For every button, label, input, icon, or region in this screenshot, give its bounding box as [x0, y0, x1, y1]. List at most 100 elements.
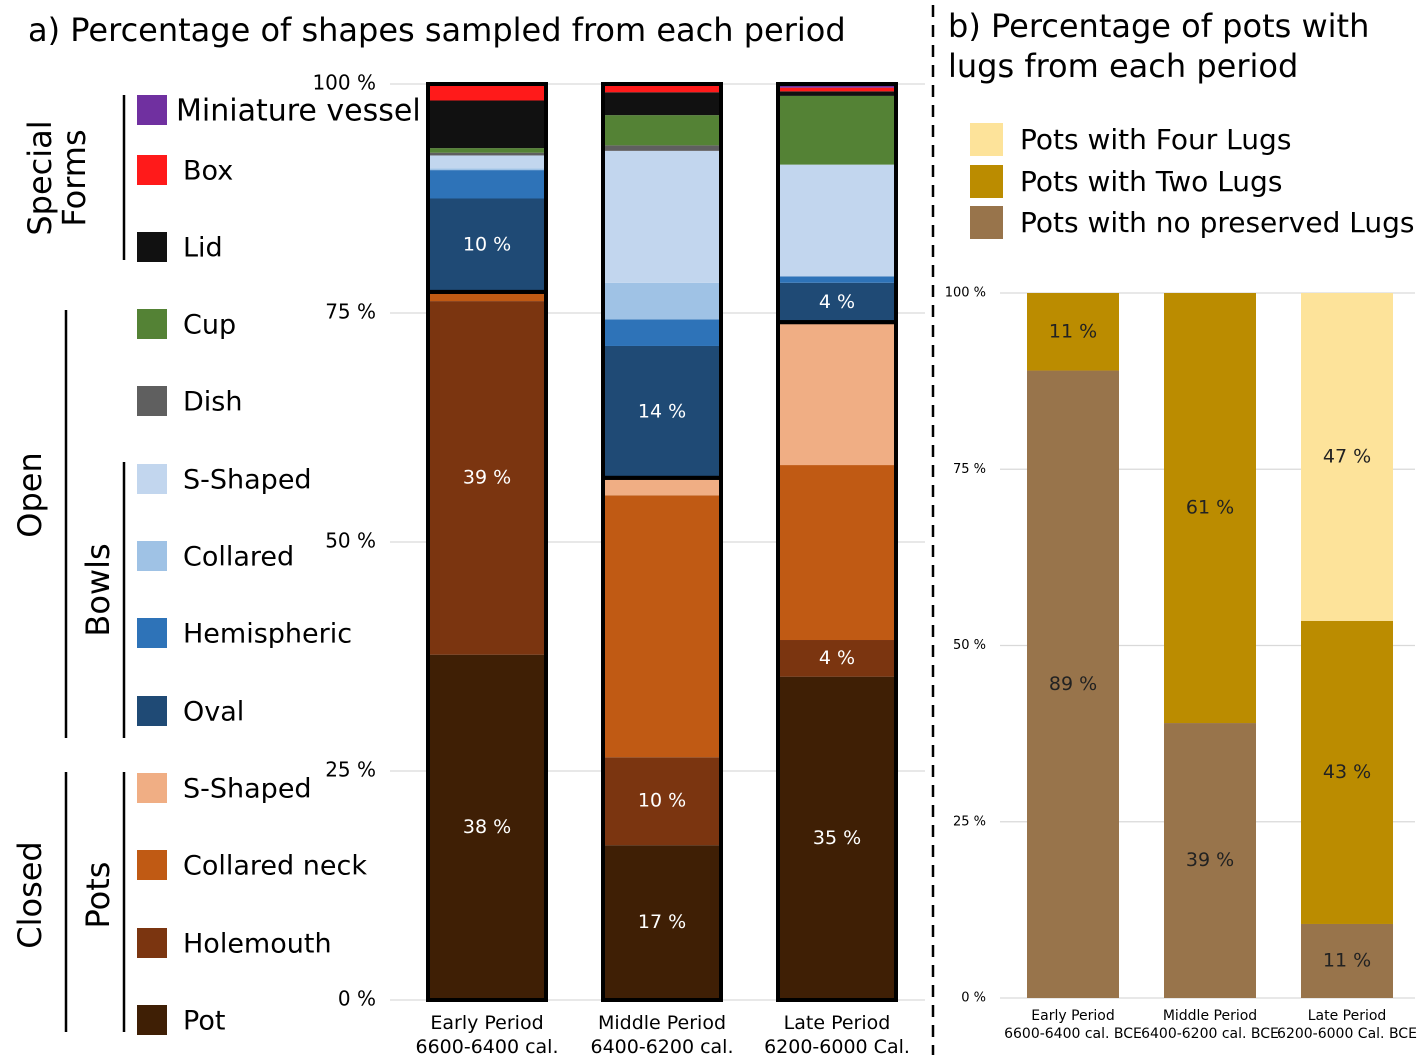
x-tick-label: Middle Period 6400-6200 cal. BCE [590, 1012, 734, 1061]
legend-swatch [970, 165, 1003, 198]
legend-label: Pot [183, 1006, 225, 1037]
legend-label: Miniature vessel [176, 94, 421, 129]
bar-segment [778, 322, 896, 466]
bar-segment [428, 152, 546, 156]
legend-swatch [970, 123, 1003, 156]
data-label: 11 % [1323, 949, 1371, 971]
x-tick-label: Middle Period 6400-6200 cal. BCE [1141, 1008, 1279, 1042]
legend-label: Lid [183, 233, 223, 264]
x-tick-label: Late Period 6200-6000 Cal. BCE [764, 1012, 910, 1061]
group-outline [426, 82, 548, 294]
bar-segment [1301, 923, 1393, 998]
y-tick-label: 50 % [325, 529, 376, 553]
legend-swatch [137, 850, 167, 880]
legend-swatch [137, 155, 167, 185]
bar-segment [778, 95, 896, 165]
y-tick-label: 0 % [961, 991, 986, 1006]
legend-swatch [137, 928, 167, 958]
bar-segment [778, 676, 896, 1000]
legend-swatch [137, 541, 167, 571]
legend-label: S-Shaped [183, 465, 312, 496]
bar-segment [603, 145, 721, 151]
bar-segment [603, 92, 721, 116]
bar-segment [428, 291, 546, 302]
bar-segment [428, 170, 546, 199]
bar-segment [778, 282, 896, 323]
bar-segment [778, 91, 896, 96]
data-label: 43 % [1323, 761, 1371, 783]
legend-swatch [970, 206, 1003, 239]
group-outline [601, 82, 723, 480]
bar-segment [428, 301, 546, 655]
x-tick-label: Early Period 6600-6400 cal. BCE [1004, 1008, 1142, 1042]
legend-swatch [137, 696, 167, 726]
bar-segment [603, 319, 721, 346]
data-label: 38 % [463, 816, 511, 838]
bar-segment [778, 465, 896, 641]
data-label: 89 % [1049, 673, 1097, 695]
legend-swatch [137, 95, 167, 125]
bar-segment [1301, 620, 1393, 924]
legend-swatch [137, 1005, 167, 1035]
data-label: 61 % [1186, 497, 1234, 519]
y-tick-label: 75 % [953, 462, 986, 477]
bar-segment [428, 155, 546, 169]
group-label: Special Forms [21, 120, 93, 236]
bar-segment [1164, 723, 1256, 998]
legend-swatch [137, 386, 167, 416]
bar-segment [778, 164, 896, 277]
bar-segment [603, 345, 721, 478]
data-label: 10 % [463, 234, 511, 256]
legend-label: Holemouth [183, 929, 332, 960]
bar-segment [428, 84, 546, 101]
bar-segment [1027, 293, 1119, 371]
legend-label: Collared [183, 542, 294, 573]
y-tick-label: 25 % [953, 814, 986, 829]
data-label: 11 % [1049, 320, 1097, 342]
bar-segment [1027, 370, 1119, 998]
legend-label: Pots with Two Lugs [1020, 165, 1282, 198]
group-label: Bowls [79, 543, 117, 637]
data-label: 17 % [638, 911, 686, 933]
legend-swatch [137, 464, 167, 494]
data-label: 4 % [819, 647, 855, 669]
bar-segment [778, 276, 896, 283]
data-label: 4 % [819, 291, 855, 313]
legend-label: S-Shaped [183, 774, 312, 805]
legend-label: Dish [183, 387, 242, 418]
x-tick-label: Early Period 6600-6400 cal. BCE [415, 1012, 559, 1061]
x-tick-label: Late Period 6200-6000 Cal. BCE [1277, 1008, 1417, 1042]
bar-segment [778, 640, 896, 677]
legend-label: Cup [183, 310, 236, 341]
y-tick-label: 100 % [312, 71, 376, 95]
y-tick-label: 100 % [945, 286, 986, 301]
legend-label: Collared neck [183, 851, 367, 882]
legend-swatch [137, 232, 167, 262]
legend-swatch [137, 773, 167, 803]
group-label: Closed [11, 841, 49, 949]
bar-segment [428, 654, 546, 1000]
y-tick-label: 25 % [325, 758, 376, 782]
legend-label: Pots with Four Lugs [1020, 123, 1291, 156]
data-label: 39 % [1186, 849, 1234, 871]
bar-segment [603, 282, 721, 320]
y-tick-label: 50 % [953, 638, 986, 653]
legend-swatch [137, 309, 167, 339]
y-tick-label: 75 % [325, 300, 376, 324]
bar-segment [428, 148, 546, 153]
bar-segment [603, 845, 721, 1000]
bar-segment [428, 198, 546, 292]
group-outline [776, 82, 898, 325]
group-label: Open [11, 452, 49, 538]
data-label: 47 % [1323, 445, 1371, 467]
data-label: 39 % [463, 466, 511, 488]
bar-segment [603, 495, 721, 758]
chart-title: a) Percentage of shapes sampled from eac… [28, 11, 846, 49]
bar-segment [603, 757, 721, 846]
group-label: Pots [79, 861, 117, 929]
legend-swatch [137, 618, 167, 648]
data-label: 35 % [813, 827, 861, 849]
legend-label: Box [183, 156, 233, 187]
